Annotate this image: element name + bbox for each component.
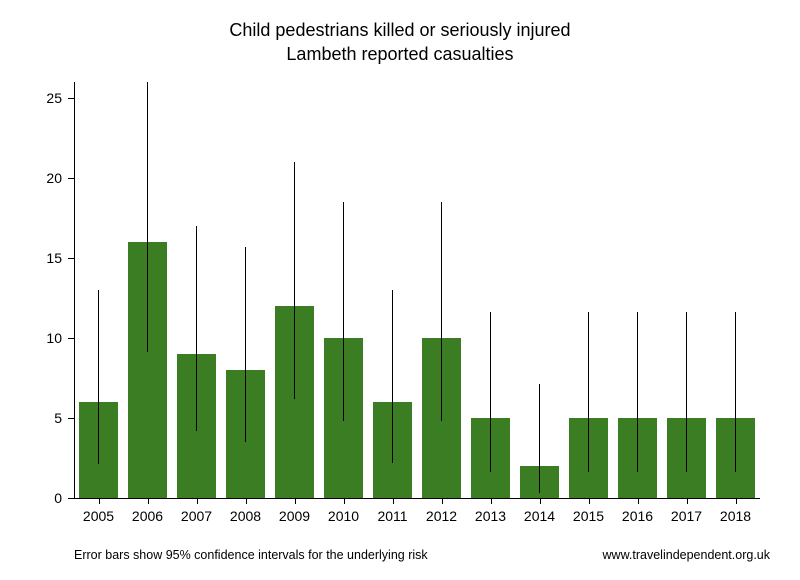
x-axis-tick-label: 2005 [83,508,114,524]
x-axis-tick [589,498,590,504]
x-axis-tick-label: 2009 [279,508,310,524]
y-axis-tick [68,258,74,259]
x-axis-tick [687,498,688,504]
footer-note-left: Error bars show 95% confidence intervals… [74,548,428,562]
y-axis-tick-label: 15 [28,250,62,266]
chart-title-line2: Lambeth reported casualties [0,42,800,66]
x-axis-tick [246,498,247,504]
x-axis-tick [295,498,296,504]
error-bar [735,312,736,472]
x-axis-tick-label: 2011 [377,508,407,524]
y-axis-line [74,82,75,498]
error-bar [98,290,99,464]
chart-title-line1: Child pedestrians killed or seriously in… [0,18,800,42]
x-axis-tick-label: 2006 [132,508,163,524]
error-bar [196,226,197,431]
error-bar [539,384,540,493]
error-bar [441,202,442,421]
x-axis-tick-label: 2008 [230,508,261,524]
y-axis-tick-label: 0 [28,490,62,506]
x-axis-tick-label: 2013 [475,508,506,524]
x-axis-tick-label: 2010 [328,508,359,524]
x-axis-tick [736,498,737,504]
x-axis-tick [540,498,541,504]
y-axis-tick-label: 5 [28,410,62,426]
x-axis-tick [491,498,492,504]
x-axis-tick [197,498,198,504]
x-axis-tick-label: 2012 [426,508,457,524]
y-axis-tick-label: 20 [28,170,62,186]
x-axis-tick [442,498,443,504]
error-bar [686,312,687,472]
chart-title: Child pedestrians killed or seriously in… [0,18,800,67]
chart-container: Child pedestrians killed or seriously in… [0,0,800,580]
error-bar [343,202,344,421]
x-axis-tick-label: 2018 [720,508,751,524]
x-axis-tick-label: 2016 [622,508,653,524]
error-bar [294,162,295,399]
x-axis-tick-label: 2014 [524,508,555,524]
x-axis-tick [638,498,639,504]
y-axis-tick [68,498,74,499]
x-axis-tick [148,498,149,504]
error-bar [392,290,393,463]
error-bar [588,312,589,472]
x-axis-tick [99,498,100,504]
x-axis-tick [393,498,394,504]
error-bar [147,82,148,352]
y-axis-tick [68,418,74,419]
error-bar [637,312,638,472]
x-axis-tick-label: 2007 [181,508,212,524]
x-axis-tick [344,498,345,504]
error-bar [245,247,246,442]
y-axis-tick-label: 10 [28,330,62,346]
footer-note-right: www.travelindependent.org.uk [603,548,770,562]
y-axis-tick [68,178,74,179]
x-axis-tick-label: 2017 [671,508,702,524]
y-axis-tick-label: 25 [28,90,62,106]
x-axis-tick-label: 2015 [573,508,604,524]
y-axis-tick [68,98,74,99]
x-axis-line [74,498,760,499]
error-bar [490,312,491,472]
y-axis-tick [68,338,74,339]
